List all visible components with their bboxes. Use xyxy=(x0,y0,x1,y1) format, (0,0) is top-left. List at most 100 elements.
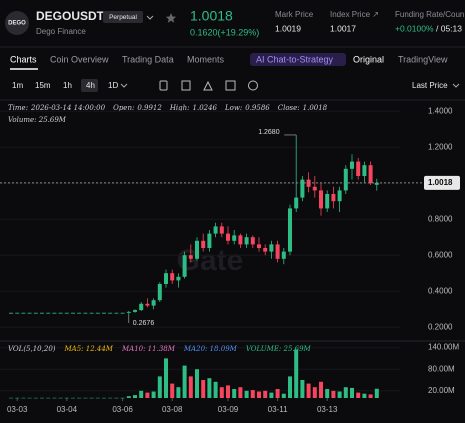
watermark: Gate xyxy=(177,244,244,277)
interval[interactable]: 4h xyxy=(86,81,95,90)
dropdown-icon[interactable] xyxy=(146,15,154,20)
tab[interactable]: TradingView xyxy=(398,54,448,64)
volume-bar xyxy=(15,397,20,399)
candle-body xyxy=(33,312,38,314)
candle-type-icon[interactable] xyxy=(159,80,168,91)
interval[interactable]: 1h xyxy=(63,81,72,90)
candle-body xyxy=(362,165,367,176)
candle-body xyxy=(356,161,361,176)
volume-bar xyxy=(343,387,348,398)
volume-bar xyxy=(108,397,113,399)
countdown: / 05:13 xyxy=(436,23,462,33)
candle-body xyxy=(374,182,379,185)
candle-body xyxy=(83,312,88,314)
candle-body xyxy=(114,312,119,314)
x-tick-label: 03-11 xyxy=(268,405,288,414)
candle-body xyxy=(164,273,168,284)
info-value: 2026-03-14 14:00:00 xyxy=(30,104,106,112)
info-label: Time: xyxy=(8,104,28,112)
volume-bar xyxy=(374,388,379,398)
price-source-dropdown[interactable] xyxy=(452,83,460,88)
volume-bar xyxy=(325,389,330,398)
volume-bar xyxy=(52,397,57,399)
candle-body xyxy=(195,240,199,259)
x-tick-label: 03-06 xyxy=(112,405,133,414)
volume-bar xyxy=(219,387,224,398)
candle-body xyxy=(257,244,261,248)
indicator-icon[interactable] xyxy=(181,80,191,91)
candle-body xyxy=(64,312,69,314)
volume-bar xyxy=(33,397,38,399)
candle-body xyxy=(108,312,113,314)
volume-bar xyxy=(21,397,26,399)
volume-bar xyxy=(164,358,168,398)
y-tick-label: 1.2000 xyxy=(428,142,453,151)
tab[interactable]: Trading Data xyxy=(122,54,174,64)
volume-bar xyxy=(288,376,292,398)
volume-bar xyxy=(275,389,280,398)
candle-body xyxy=(250,237,255,245)
candle-body xyxy=(275,244,280,259)
volume-bar xyxy=(9,397,13,399)
symbol[interactable]: DEGOUSDT xyxy=(36,9,105,23)
drawing-icon[interactable] xyxy=(203,80,213,91)
favorite-icon[interactable] xyxy=(166,13,176,23)
volume-bar xyxy=(151,391,156,398)
volume-tick-label: 140.00M xyxy=(428,343,459,352)
candle-body xyxy=(151,300,156,306)
interval[interactable]: 1D xyxy=(108,81,118,90)
candle-body xyxy=(281,251,286,259)
volume-bar xyxy=(114,397,119,399)
candle-body xyxy=(126,311,131,313)
volume-bar xyxy=(257,391,261,398)
y-tick-label: 0.6000 xyxy=(428,250,453,259)
layout-icon[interactable] xyxy=(225,80,236,91)
volume-bar xyxy=(157,376,162,398)
x-tick-label: 03-09 xyxy=(218,405,239,414)
candle-body xyxy=(9,312,13,314)
info-label: High: xyxy=(169,104,190,112)
candle-body xyxy=(157,284,162,301)
candle-body xyxy=(102,312,106,314)
volume-legend: VOL(5,10,20) xyxy=(8,345,56,353)
interval-dropdown[interactable] xyxy=(120,83,128,88)
volume-bar xyxy=(120,397,125,399)
volume-bar xyxy=(213,381,218,398)
info-value: 0.9912 xyxy=(137,104,162,112)
candle-body xyxy=(71,312,75,314)
interval[interactable]: 15m xyxy=(35,81,51,90)
active-interval-bg xyxy=(81,79,98,92)
volume-bar xyxy=(27,397,32,399)
tab[interactable]: Original xyxy=(353,54,384,64)
volume-bar xyxy=(188,376,193,398)
index-price-label: Index Price ↗ xyxy=(330,10,379,19)
tab[interactable]: AI Chat-to-Strategy xyxy=(256,54,334,64)
info-label: Low: xyxy=(224,104,242,112)
info-value: 0.9586 xyxy=(245,104,270,112)
tab[interactable]: Moments xyxy=(187,54,225,64)
volume-bar xyxy=(195,369,199,398)
last-price: 1.0018 xyxy=(190,8,233,24)
volume-bar xyxy=(337,391,342,398)
tab[interactable]: Charts xyxy=(10,54,37,64)
volume-bar xyxy=(312,387,317,398)
volume-bar xyxy=(226,385,230,398)
funding-label: Funding Rate/Coun xyxy=(395,10,464,19)
ai-tab-bg xyxy=(250,53,346,66)
y-tick-label: 1.4000 xyxy=(428,106,453,115)
candle-body xyxy=(337,190,342,202)
candle-body xyxy=(232,235,237,241)
settings-icon[interactable] xyxy=(248,80,258,91)
candle-body xyxy=(15,312,20,314)
logo xyxy=(5,11,29,35)
tab[interactable]: Coin Overview xyxy=(50,54,109,64)
price-source[interactable]: Last Price xyxy=(412,81,448,90)
logo-text: DEGO xyxy=(8,21,26,27)
candle-body xyxy=(27,312,32,314)
volume-bar xyxy=(319,381,323,398)
interval[interactable]: 1m xyxy=(12,81,23,90)
volume-bar xyxy=(244,390,249,398)
x-tick-label: 03-13 xyxy=(317,405,338,414)
